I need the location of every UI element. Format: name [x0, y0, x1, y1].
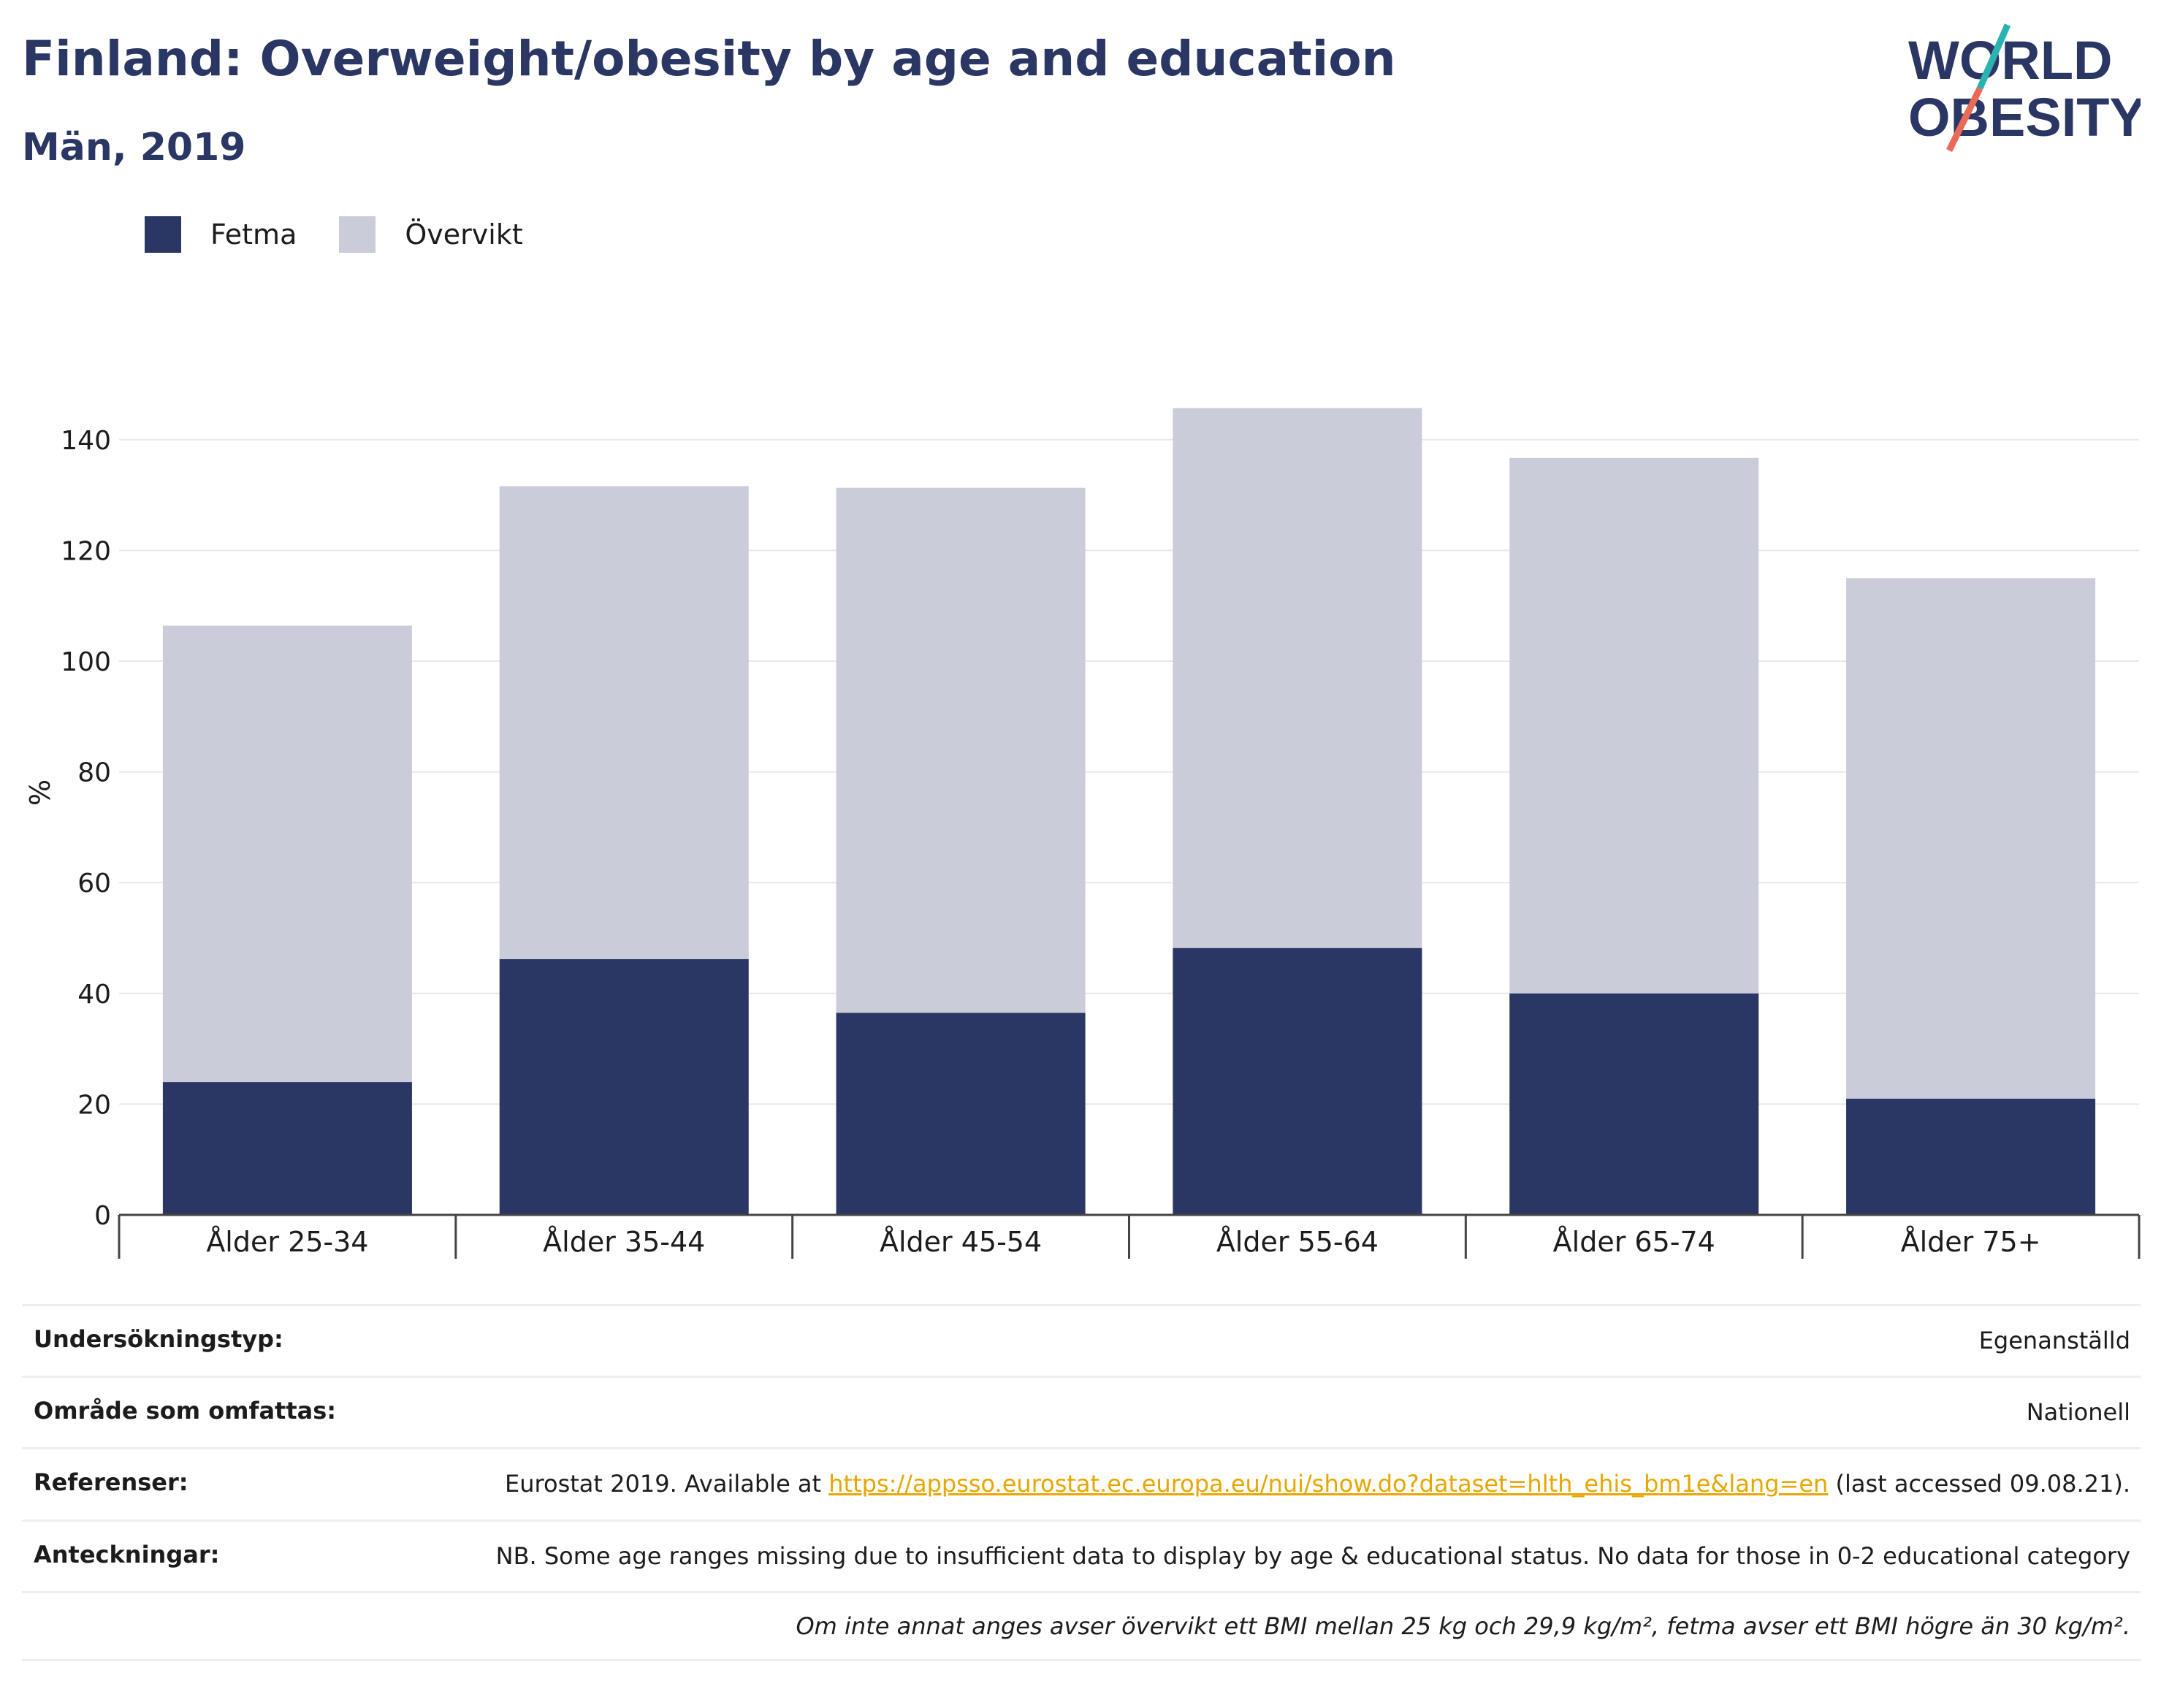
- notes-label: Anteckningar:: [34, 1540, 220, 1568]
- x-tick-label: Ålder 25-34: [206, 1226, 368, 1258]
- bar-fetma-5[interactable]: [1846, 1098, 2096, 1215]
- legend-label-fetma: Fetma: [210, 218, 297, 251]
- info-row-area: Område som omfattas: Nationell: [22, 1376, 2141, 1447]
- chart-legend: Fetma Övervikt: [145, 216, 565, 253]
- references-prefix: Eurostat 2019. Available at: [505, 1470, 829, 1498]
- y-tick-label: 60: [77, 869, 111, 899]
- bar-fetma-3[interactable]: [1173, 948, 1422, 1215]
- bmi-footnote: Om inte annat anges avser övervikt ett B…: [796, 1612, 2130, 1640]
- gridlines: [119, 438, 2139, 1105]
- legend-item-fetma[interactable]: Fetma: [145, 216, 297, 253]
- y-tick-label: 120: [61, 536, 111, 566]
- references-suffix: (last accessed 09.08.21).: [1828, 1470, 2130, 1498]
- references-label: Referenser:: [34, 1468, 188, 1497]
- bar-fetma-0[interactable]: [162, 1082, 412, 1215]
- x-tick-label: Ålder 75+: [1901, 1226, 2041, 1258]
- survey-type-value: Egenanställd: [1978, 1327, 2130, 1354]
- bar-fetma-4[interactable]: [1509, 993, 1759, 1215]
- legend-swatch-fetma: [145, 216, 181, 253]
- x-tick-label: Ålder 45-54: [880, 1226, 1042, 1258]
- survey-type-label: Undersökningstyp:: [34, 1325, 283, 1353]
- bar-overvikt-1[interactable]: [499, 486, 749, 959]
- bar-overvikt-5[interactable]: [1846, 578, 2096, 1099]
- x-tick-label: Ålder 55-64: [1216, 1226, 1379, 1258]
- world-obesity-logo: WORLD OBESITY: [1908, 23, 2141, 152]
- y-tick-label: 0: [94, 1201, 111, 1231]
- y-tick-label: 100: [61, 647, 111, 677]
- notes-value: NB. Some age ranges missing due to insuf…: [495, 1541, 2130, 1570]
- chart-subtitle: Män, 2019: [22, 126, 246, 169]
- info-row-notes: Anteckningar: NB. Some age ranges missin…: [22, 1519, 2141, 1591]
- y-tick-label: 80: [77, 758, 111, 788]
- area-value: Nationell: [2026, 1398, 2130, 1427]
- bar-fetma-2[interactable]: [836, 1013, 1086, 1215]
- bar-overvikt-4[interactable]: [1509, 457, 1759, 994]
- x-tick-label: Ålder 35-44: [543, 1226, 705, 1258]
- bars: [162, 408, 2096, 1215]
- axes: 0 20 40 60 80 100 120 140 Ålder 25-34 Ålder 35-44…: [61, 426, 2141, 1259]
- logo-word-world: WORLD: [1908, 30, 2113, 91]
- stacked-bar-chart: 0 20 40 60 80 100 120 140 Ålder 25-34 Ålder 35-44…: [24, 408, 2141, 1259]
- x-tick-label: Ålder 65-74: [1553, 1226, 1715, 1258]
- info-row-survey-type: Undersökningstyp: Egenanställd: [22, 1304, 2141, 1376]
- info-row-references: Referenser: Eurostat 2019. Available at …: [22, 1447, 2141, 1519]
- bar-overvikt-0[interactable]: [162, 625, 412, 1083]
- legend-swatch-overvikt: [339, 216, 376, 253]
- legend-label-overvikt: Övervikt: [405, 218, 523, 251]
- bar-overvikt-3[interactable]: [1173, 408, 1422, 948]
- area-label: Område som omfattas:: [34, 1397, 337, 1425]
- legend-item-overvikt[interactable]: Övervikt: [339, 216, 523, 253]
- references-value: Eurostat 2019. Available at https://apps…: [505, 1468, 2130, 1500]
- y-tick-label: 140: [61, 426, 111, 456]
- bar-fetma-1[interactable]: [499, 958, 749, 1215]
- y-axis-label: %: [24, 779, 56, 806]
- bar-overvikt-2[interactable]: [836, 487, 1086, 1013]
- chart-title: Finland: Overweight/obesity by age and e…: [22, 31, 1396, 87]
- y-tick-label: 20: [77, 1090, 111, 1120]
- logo-word-obesity: OBESITY: [1908, 87, 2141, 148]
- info-table: Undersökningstyp: Egenanställd Område so…: [22, 1304, 2141, 1661]
- y-tick-label: 40: [77, 980, 111, 1010]
- logo-slash-teal: [1976, 23, 2011, 90]
- references-link[interactable]: https://appsso.eurostat.ec.europa.eu/nui…: [828, 1470, 1829, 1498]
- logo-slash-coral: [1945, 87, 1983, 152]
- info-row-footnote: Om inte annat anges avser övervikt ett B…: [22, 1590, 2141, 1661]
